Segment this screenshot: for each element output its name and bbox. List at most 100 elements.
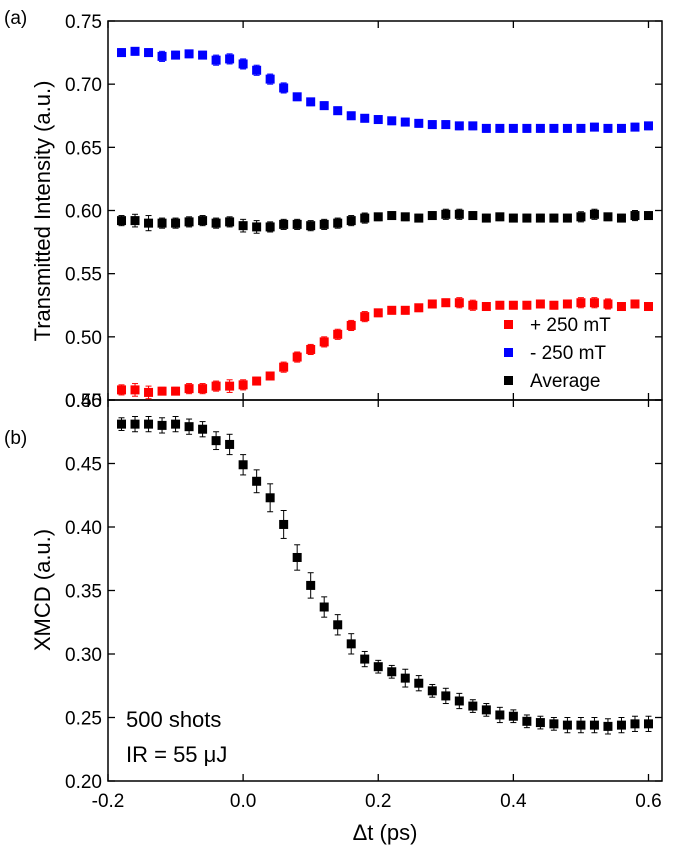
panel-b-ytick-label: 0.50 xyxy=(65,391,102,412)
panel-a-series-2-point xyxy=(333,218,343,228)
panel-a-ytick-label: 0.60 xyxy=(65,202,102,223)
panel-a-series-0-point xyxy=(252,376,262,386)
panel-a-series-1-point xyxy=(252,65,262,75)
panel-a-series-2-point xyxy=(508,213,518,223)
panel-a-series-0-point xyxy=(589,298,599,308)
panel-a-series-1-point xyxy=(292,92,302,102)
panel-a-series-1-point xyxy=(171,50,181,60)
panel-a-series-1-point xyxy=(508,123,518,133)
panel-a-series-0-point xyxy=(400,305,410,315)
panel-b-series-0-point xyxy=(373,662,383,672)
panel-a-series-2-point xyxy=(643,211,653,221)
panel-a-series-2-point xyxy=(387,211,397,221)
panel-b-series-0-point xyxy=(589,720,599,730)
panel-a-ytick-label: 0.75 xyxy=(65,12,102,33)
panel-a-series-1-point xyxy=(360,113,370,123)
panel-a-series-0-point xyxy=(265,371,275,381)
panel-b-series-0-point xyxy=(184,422,194,432)
panel-a-series-2-point xyxy=(549,213,559,223)
panel-a-series-0-point xyxy=(643,302,653,312)
legend-label-minus-250: - 250 mT xyxy=(530,343,606,364)
panel-a-series-2-point xyxy=(171,218,181,228)
panel-b-series-0-point xyxy=(643,719,653,729)
panel-a-series-2-point xyxy=(454,209,464,219)
panel-b-series-0-point xyxy=(630,719,640,729)
panel-a-series-2-point xyxy=(414,213,424,223)
panel-a-series-1-point xyxy=(157,51,167,61)
panel-a-series-1-point xyxy=(211,55,221,65)
panel-b-series-0-point xyxy=(535,718,545,728)
panel-a-series-0-point xyxy=(522,300,532,310)
panel-a-series-2-point xyxy=(184,217,194,227)
panel-a-series-0-point xyxy=(225,381,235,391)
panel-b-series-0-point xyxy=(360,654,370,664)
panel-a-ytick-label: 0.55 xyxy=(65,265,102,286)
panel-a-series-2-point xyxy=(265,222,275,232)
panel-a-series-1-point xyxy=(198,50,208,60)
panel-a-series-2-point xyxy=(211,218,221,228)
panel-b-series-0-point xyxy=(387,667,397,677)
legend: + 250 mT - 250 mT Average xyxy=(504,315,611,392)
panel-b-series-0-point xyxy=(508,711,518,721)
panel-a-series-2-point xyxy=(603,212,613,222)
panel-a-series-0-point xyxy=(468,300,478,310)
ticks-layer: 0.450.500.550.600.650.700.750.200.250.30… xyxy=(65,12,662,812)
panel-b-series-0-point xyxy=(319,602,329,612)
panel-a-series-2-point xyxy=(481,213,491,223)
panel-a-ytick-label: 0.50 xyxy=(65,328,102,349)
panel-b-series-0-point xyxy=(576,720,586,730)
panel-b-ytick-label: 0.45 xyxy=(65,455,102,476)
panel-a-series-1-point xyxy=(576,123,586,133)
panel-a-series-2-series xyxy=(117,208,653,234)
panel-b-series-0-series xyxy=(117,416,653,735)
panel-b-series-0-point xyxy=(414,678,424,688)
panel-a-series-0-point xyxy=(157,386,167,396)
panel-a-series-0-point xyxy=(427,299,437,309)
panel-a-series-1-point xyxy=(589,122,599,132)
panel-a-series-0-point xyxy=(130,385,140,395)
legend-label-average: Average xyxy=(530,371,600,392)
x-axis-label: Δt (ps) xyxy=(353,820,418,845)
panel-a-series-2-point xyxy=(252,222,262,232)
panel-a-series-1-point xyxy=(549,123,559,133)
panel-a-series-1-point xyxy=(495,123,505,133)
panel-b-ytick-label: 0.20 xyxy=(65,772,102,793)
panel-b-series-0-point xyxy=(495,710,505,720)
x-tick-label: 0.0 xyxy=(230,791,256,812)
panel-a-series-1-point xyxy=(117,48,127,58)
panel-a-series-0-point xyxy=(279,362,289,372)
panel-a-series-1-point xyxy=(373,115,383,125)
panel-a-series-1-point xyxy=(225,54,235,64)
panel-a-series-2-point xyxy=(495,212,505,222)
panel-a-series-2-point xyxy=(589,209,599,219)
panel-a-series-1-point xyxy=(481,123,491,133)
panel-a-series-2-point xyxy=(306,221,316,231)
panel-b-series-0-point xyxy=(252,476,262,486)
panel-a-series-1-point xyxy=(333,106,343,116)
panel-a-series-2-point xyxy=(117,216,127,226)
panel-a-ytick-label: 0.45 xyxy=(65,391,102,412)
legend-label-plus-250: + 250 mT xyxy=(530,315,611,336)
panel-a-series-0-point xyxy=(319,337,329,347)
panel-a-series-2-point xyxy=(576,212,586,222)
x-tick-label: 0.6 xyxy=(635,791,661,812)
panel-a-series-0-point xyxy=(508,300,518,310)
panel-b-series-0-point xyxy=(117,419,127,429)
panel-a-series-1-point xyxy=(427,120,437,130)
panel-a-series-2-point xyxy=(130,216,140,226)
panel-b-ytick-label: 0.30 xyxy=(65,645,102,666)
panel-a-series-0-point xyxy=(306,344,316,354)
panel-a-series-2-point xyxy=(441,209,451,219)
panel-b-series-0-point xyxy=(265,493,275,503)
panel-a-series-2-point xyxy=(238,221,248,231)
panel-b-series-0-point xyxy=(549,719,559,729)
panel-a-series-0-point xyxy=(198,384,208,394)
panel-a-series-1-point xyxy=(306,97,316,107)
panel-b-series-0-point xyxy=(225,439,235,449)
panel-a-series-2-point xyxy=(427,211,437,221)
panel-a-series-0-point xyxy=(441,298,451,308)
panel-a-ytick-label: 0.65 xyxy=(65,138,102,159)
panel-a-series-1-point xyxy=(535,123,545,133)
panel-a-series-1-point xyxy=(387,116,397,126)
